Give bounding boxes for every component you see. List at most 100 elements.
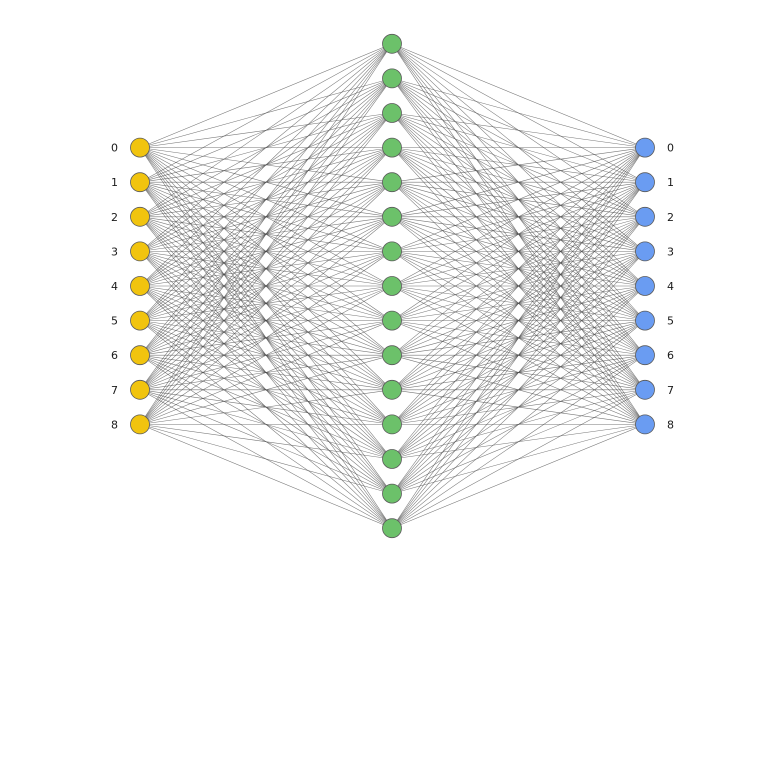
edge-hidden-14-to-output-0: [391, 147, 646, 529]
hidden-node-4: [382, 172, 402, 193]
edge-group: [139, 43, 646, 529]
output-node-5: [635, 310, 655, 331]
edge-hidden-14-to-output-1: [391, 182, 646, 529]
input-node-label-8: 8: [111, 418, 118, 431]
edge-input-8-to-hidden-13: [139, 424, 393, 494]
edge-hidden-7-to-output-0: [391, 147, 646, 287]
input-node-label-3: 3: [111, 245, 118, 258]
hidden-node-10: [382, 379, 402, 400]
output-node-label-3: 3: [667, 245, 674, 258]
input-node-2: [130, 206, 150, 227]
edge-hidden-4-to-output-0: [391, 147, 646, 183]
output-node-7: [635, 379, 655, 400]
edge-hidden-14-to-output-6: [391, 354, 646, 529]
edge-hidden-9-to-output-0: [391, 147, 646, 356]
edge-input-8-to-hidden-5: [139, 216, 393, 425]
hidden-node-9: [382, 345, 402, 366]
edge-input-8-to-hidden-3: [139, 147, 393, 425]
edge-input-8-to-hidden-2: [139, 112, 393, 425]
hidden-node-12: [382, 449, 402, 469]
edge-input-8-to-hidden-6: [139, 251, 393, 425]
edge-input-8-to-hidden-1: [139, 78, 393, 425]
edge-input-8-to-hidden-12: [139, 424, 393, 460]
edge-hidden-14-to-output-3: [391, 251, 646, 529]
output-node-3: [635, 241, 655, 262]
input-node-8: [130, 414, 150, 435]
edge-input-8-to-hidden-10: [139, 389, 393, 425]
output-node-label-8: 8: [667, 418, 674, 431]
output-node-2: [635, 206, 655, 227]
hidden-node-13: [382, 483, 402, 504]
edge-input-0-to-hidden-0: [139, 43, 393, 148]
output-node-label-4: 4: [667, 280, 674, 293]
edge-input-7-to-hidden-0: [139, 43, 393, 390]
input-node-label-1: 1: [111, 176, 118, 189]
edge-input-2-to-hidden-0: [139, 43, 393, 218]
edge-hidden-8-to-output-0: [391, 147, 646, 321]
output-node-label-2: 2: [667, 211, 674, 224]
input-node-label-0: 0: [111, 142, 118, 155]
hidden-node-8: [382, 310, 402, 331]
hidden-node-0: [382, 33, 402, 54]
output-node-label-0: 0: [667, 142, 674, 155]
edge-hidden-1-to-output-0: [391, 78, 646, 148]
hidden-node-3: [382, 137, 402, 158]
edge-input-8-to-hidden-7: [139, 285, 393, 425]
edge-hidden-13-to-output-0: [391, 147, 646, 494]
input-node-3: [130, 241, 150, 262]
input-node-1: [130, 172, 150, 193]
hidden-node-2: [382, 103, 402, 123]
input-node-label-6: 6: [111, 349, 118, 362]
output-node-label-6: 6: [667, 349, 674, 362]
edge-input-8-to-hidden-8: [139, 320, 393, 425]
output-node-6: [635, 345, 655, 366]
output-node-8: [635, 414, 655, 435]
edge-hidden-10-to-output-0: [391, 147, 646, 390]
input-node-0: [130, 137, 150, 158]
hidden-node-14: [382, 518, 402, 539]
edge-input-1-to-hidden-0: [139, 43, 393, 183]
edge-input-5-to-hidden-0: [139, 43, 393, 321]
input-node-label-2: 2: [111, 211, 118, 224]
edge-input-4-to-hidden-0: [139, 43, 393, 287]
hidden-node-1: [382, 68, 402, 89]
input-node-7: [130, 379, 150, 400]
input-node-label-4: 4: [111, 280, 118, 293]
input-node-label-5: 5: [111, 315, 118, 328]
input-node-5: [130, 310, 150, 331]
output-node-label-1: 1: [667, 176, 674, 189]
input-node-4: [130, 276, 150, 296]
edge-hidden-2-to-output-0: [391, 112, 646, 148]
hidden-node-7: [382, 276, 402, 296]
edge-hidden-6-to-output-0: [391, 147, 646, 252]
edge-input-3-to-hidden-0: [139, 43, 393, 252]
node-group: [130, 33, 655, 539]
input-node-label-7: 7: [111, 384, 118, 397]
output-node-label-5: 5: [667, 315, 674, 328]
input-node-6: [130, 345, 150, 366]
edge-input-8-to-hidden-0: [139, 43, 393, 425]
edge-input-6-to-hidden-0: [139, 43, 393, 356]
edge-hidden-11-to-output-0: [391, 147, 646, 425]
edge-hidden-5-to-output-0: [391, 147, 646, 218]
edge-hidden-14-to-output-7: [391, 389, 646, 529]
output-node-1: [635, 172, 655, 193]
output-node-label-7: 7: [667, 384, 674, 397]
edge-input-8-to-hidden-14: [139, 424, 393, 529]
edge-hidden-12-to-output-0: [391, 147, 646, 460]
edge-input-8-to-hidden-9: [139, 354, 393, 425]
hidden-node-11: [382, 414, 402, 435]
edge-hidden-14-to-output-4: [391, 285, 646, 529]
hidden-node-6: [382, 241, 402, 262]
hidden-node-5: [382, 206, 402, 227]
edge-hidden-0-to-output-0: [391, 43, 646, 148]
edge-input-8-to-hidden-4: [139, 182, 393, 425]
edge-hidden-14-to-output-8: [391, 424, 646, 529]
edge-hidden-14-to-output-2: [391, 216, 646, 529]
output-node-0: [635, 137, 655, 158]
output-node-4: [635, 276, 655, 296]
label-group: 0 1 2 3 4 5 6 7 8 0 1 2 3 4 5 6 7 8: [111, 142, 674, 432]
edge-hidden-14-to-output-5: [391, 320, 646, 529]
